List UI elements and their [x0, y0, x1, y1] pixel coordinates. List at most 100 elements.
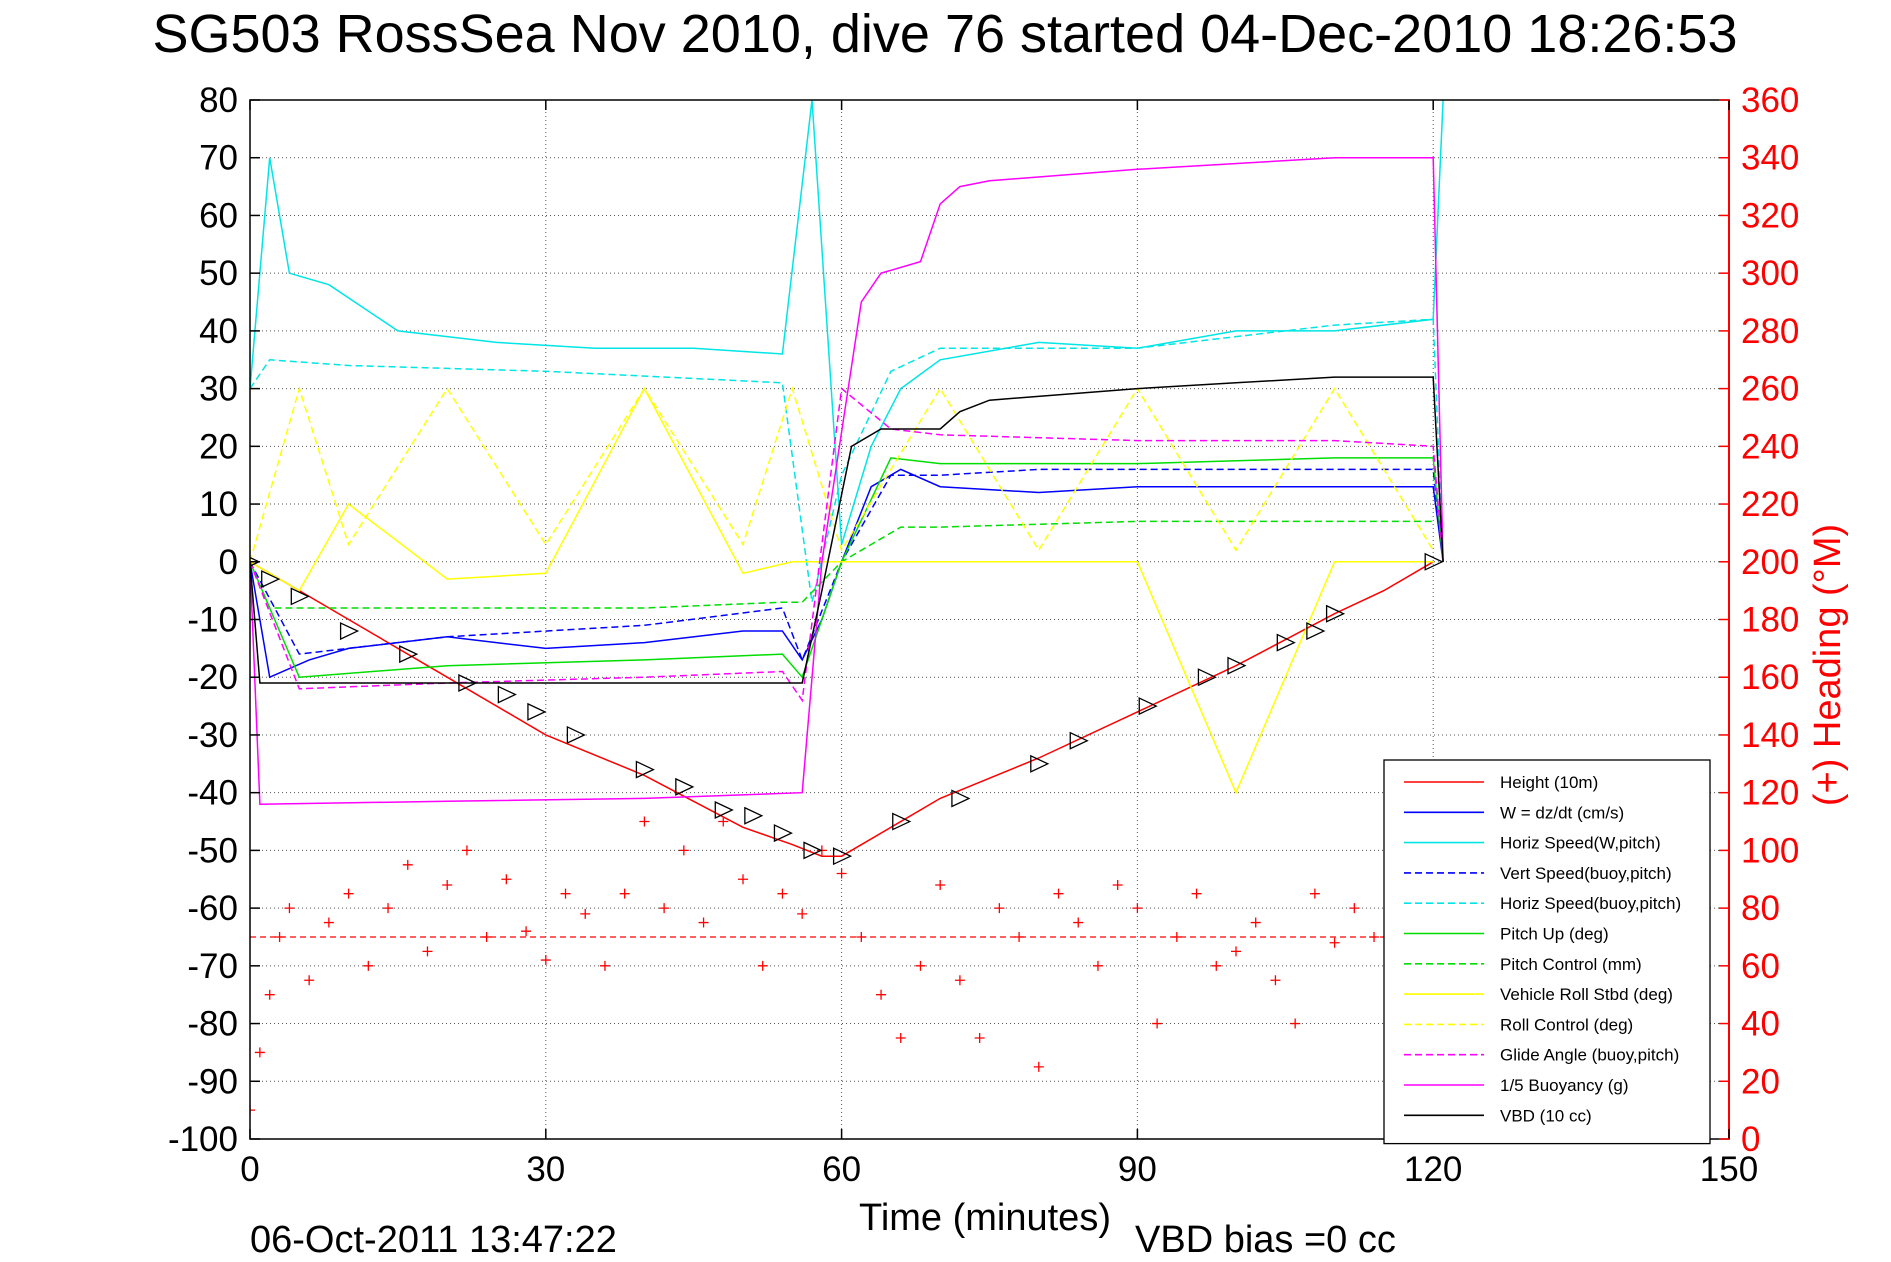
heading-point	[442, 880, 453, 891]
heading-point	[1171, 931, 1182, 942]
x-tick-label: 0	[240, 1150, 259, 1189]
footer-date: 06-Oct-2011 13:47:22	[250, 1219, 617, 1261]
legend-label: W = dz/dt (cm/s)	[1500, 803, 1624, 822]
right-axis-ticks: 3603403203002802602402202001801601401201…	[1719, 81, 1799, 1159]
depth-marker	[261, 570, 281, 589]
plot-area	[250, 100, 1444, 1116]
x-tick-label: 30	[526, 1150, 565, 1189]
heading-point	[777, 888, 788, 899]
right-tick-label: 120	[1741, 774, 1799, 813]
heading-point	[343, 888, 354, 899]
heading-point	[1112, 880, 1123, 891]
series-line	[250, 318, 1444, 603]
heading-point	[1231, 946, 1241, 957]
depth-marker	[497, 685, 517, 704]
legend-label: Horiz Speed(buoy,pitch)	[1500, 894, 1681, 913]
y-tick-label: 50	[199, 254, 238, 293]
depth-marker	[1306, 622, 1326, 641]
heading-point	[501, 874, 512, 885]
heading-point	[1211, 960, 1222, 971]
heading-point	[422, 946, 433, 957]
x-tick-label: 150	[1700, 1150, 1758, 1189]
right-tick-label: 180	[1741, 601, 1799, 640]
heading-point	[718, 816, 729, 827]
x-axis-label: Time (minutes)	[859, 1197, 1111, 1239]
heading-point	[580, 908, 591, 919]
depth-marker	[1325, 604, 1346, 623]
heading-point	[1132, 903, 1143, 914]
heading-point	[836, 868, 847, 879]
footer-bias: VBD bias =0 cc	[1135, 1219, 1396, 1261]
heading-point	[250, 1105, 255, 1116]
right-tick-label: 200	[1741, 543, 1799, 582]
heading-point	[284, 903, 295, 914]
legend-label: VBD (10 cc)	[1500, 1106, 1592, 1125]
y-tick-label: -20	[187, 658, 238, 697]
legend-label: Vert Speed(buoy,pitch)	[1500, 864, 1672, 883]
depth-marker	[290, 587, 310, 606]
y-tick-label: 70	[199, 139, 238, 178]
heading-point	[698, 917, 709, 928]
right-tick-label: 80	[1741, 889, 1780, 928]
x-tick-label: 60	[822, 1150, 861, 1189]
heading-point	[1369, 931, 1380, 942]
y-tick-label: 20	[199, 427, 238, 466]
right-tick-label: 160	[1741, 658, 1799, 697]
y-tick-label: 30	[199, 370, 238, 409]
series-line	[250, 520, 1434, 609]
heading-point	[1309, 888, 1320, 899]
heading-point	[659, 903, 670, 914]
depth-marker	[527, 702, 547, 721]
heading-point	[895, 1032, 906, 1043]
right-tick-label: 0	[1741, 1120, 1760, 1159]
legend-label: Horiz Speed(W,pitch)	[1500, 834, 1661, 853]
heading-point	[738, 874, 748, 885]
y-tick-label: 0	[219, 543, 238, 582]
series-line	[250, 387, 1444, 703]
depth-marker	[1030, 754, 1050, 773]
depth-marker	[339, 622, 360, 641]
series-line	[250, 387, 1434, 795]
series-line	[250, 457, 1444, 679]
legend-label: 1/5 Buoyancy (g)	[1500, 1076, 1629, 1095]
right-tick-label: 240	[1741, 427, 1799, 466]
right-tick-label: 360	[1741, 81, 1799, 120]
heading-point	[935, 880, 946, 891]
heading-point	[304, 975, 315, 986]
depth-marker	[744, 806, 764, 825]
legend-label: Pitch Control (mm)	[1500, 955, 1642, 974]
depth-marker	[1138, 697, 1158, 716]
legend-label: Pitch Up (deg)	[1500, 925, 1609, 944]
heading-point	[1033, 1061, 1044, 1072]
heading-point	[876, 989, 887, 1000]
heading-point	[1014, 931, 1025, 942]
heading-point	[915, 960, 926, 971]
heading-point	[560, 888, 571, 899]
depth-marker	[675, 777, 695, 796]
right-tick-label: 320	[1741, 196, 1799, 235]
series-line	[250, 561, 1434, 857]
heading-point	[757, 960, 768, 971]
heading-point	[1250, 917, 1261, 928]
series-line	[250, 376, 1444, 684]
heading-point	[481, 931, 492, 942]
depth-marker	[832, 847, 853, 866]
x-axis-ticks: 0 30 60 90 120 150	[240, 100, 1758, 1189]
right-tick-label: 340	[1741, 139, 1799, 178]
legend-label: Height (10m)	[1500, 773, 1598, 792]
y-tick-label: 80	[199, 81, 238, 120]
heading-point	[678, 845, 689, 856]
legend-label: Vehicle Roll Stbd (deg)	[1500, 985, 1673, 1004]
right-tick-label: 300	[1741, 254, 1799, 293]
depth-marker	[1197, 668, 1217, 687]
depth-marker	[773, 824, 793, 843]
right-tick-label: 280	[1741, 312, 1799, 351]
heading-point	[1270, 975, 1281, 986]
heading-point	[383, 903, 394, 914]
heading-point	[274, 931, 285, 942]
depth-marker	[1276, 633, 1296, 652]
series-line	[250, 385, 1434, 563]
heading-point	[639, 816, 650, 827]
y-tick-label: -40	[187, 774, 238, 813]
